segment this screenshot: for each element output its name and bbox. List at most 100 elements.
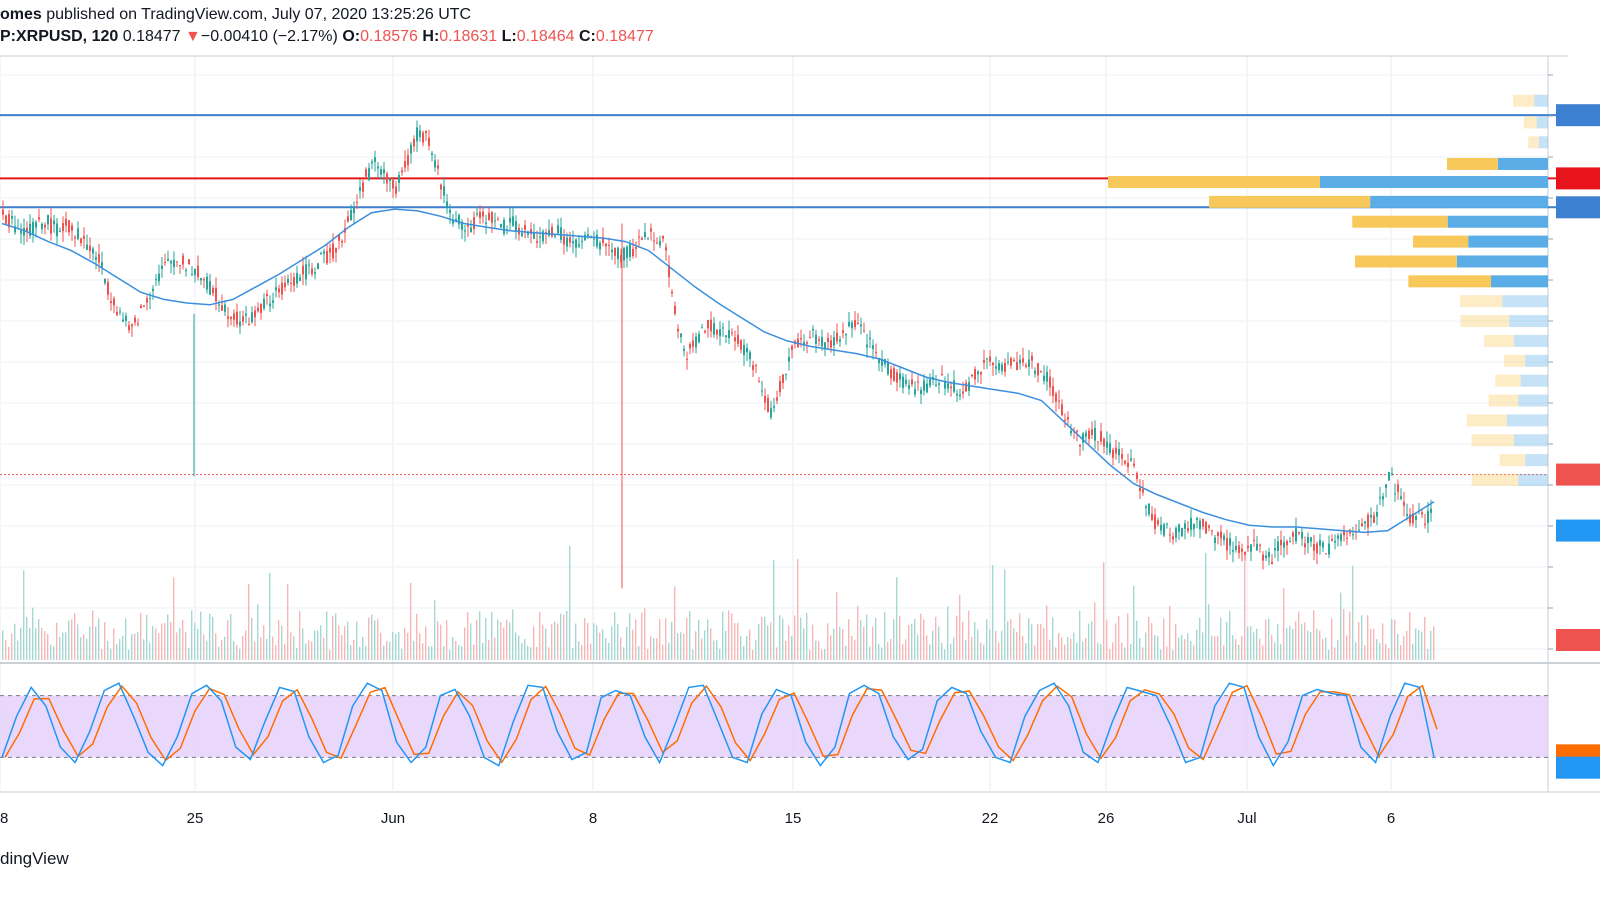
volume-bar — [890, 639, 892, 660]
candle-body — [128, 325, 130, 331]
volume-bar — [1025, 643, 1027, 660]
candle-body — [983, 359, 985, 363]
candle-body — [1196, 517, 1198, 520]
volume-bar — [557, 623, 559, 660]
candle-body — [737, 334, 739, 344]
volume-bar — [425, 626, 427, 660]
candle-body — [707, 319, 709, 329]
candle-body — [2, 209, 4, 215]
volume-bar — [1169, 605, 1171, 660]
candle-body — [1049, 376, 1051, 388]
volume-bar — [983, 644, 985, 660]
candle-body — [872, 345, 874, 349]
stochastic-k-line — [1, 682, 1435, 768]
volume-bar — [1328, 649, 1330, 660]
candle-body — [203, 279, 205, 281]
candle-body — [137, 323, 139, 325]
candle-body — [1085, 432, 1087, 437]
candle-body — [1238, 545, 1240, 553]
volume-bar — [1238, 644, 1240, 660]
volume-bar — [1319, 630, 1321, 660]
candle-body — [560, 227, 562, 240]
volume-bar — [1193, 645, 1195, 660]
candle-body — [5, 215, 7, 224]
candle-body — [143, 305, 145, 307]
volume-bar — [935, 616, 937, 660]
candle-body — [1319, 540, 1321, 546]
volume-bar — [347, 621, 349, 660]
volume-bar — [872, 626, 874, 660]
candle-body — [929, 379, 931, 386]
volume-bar — [746, 635, 748, 660]
volume-bar — [638, 646, 640, 660]
volume-bar — [1205, 552, 1207, 660]
volume-bar — [1184, 639, 1186, 660]
candle-body — [149, 297, 151, 299]
level-marker — [1556, 167, 1600, 190]
candle-body — [242, 316, 244, 322]
volume-bar — [1235, 638, 1237, 660]
volume-bar — [1373, 628, 1375, 660]
candle-body — [647, 238, 649, 240]
candle-body — [353, 208, 355, 214]
candle-body — [491, 212, 493, 223]
candle-body — [809, 337, 811, 339]
volume-bar — [1409, 612, 1411, 660]
symbol-label[interactable]: P:XRPUSD, 120 — [0, 28, 119, 45]
candle-body — [1430, 508, 1432, 513]
candle-body — [1127, 462, 1129, 468]
volume-bar — [1286, 628, 1288, 660]
volume-bar — [542, 624, 544, 660]
volume-bar — [1007, 621, 1009, 660]
candle-body — [1205, 521, 1207, 534]
volume-bar — [353, 639, 355, 660]
volume-profile-up — [1499, 454, 1526, 467]
volume-bar — [593, 623, 595, 660]
volume-bar — [881, 647, 883, 660]
candle-body — [845, 334, 847, 336]
volume-bar — [1313, 610, 1315, 660]
candle-body — [206, 276, 208, 290]
volume-bar — [431, 646, 433, 660]
candle-body — [734, 337, 736, 342]
volume-bar — [83, 634, 85, 660]
volume-bar — [1190, 640, 1192, 660]
candle-body — [764, 395, 766, 403]
candle-body — [338, 234, 340, 241]
volume-bar — [140, 612, 142, 660]
candle-body — [374, 157, 376, 162]
candle-body — [836, 332, 838, 342]
volume-bar — [812, 624, 814, 660]
candle-body — [1322, 542, 1324, 548]
volume-bar — [1343, 608, 1345, 660]
volume-profile-up — [1446, 157, 1498, 170]
volume-bar — [656, 638, 658, 660]
volume-bar — [278, 620, 280, 660]
volume-profile-up — [1413, 235, 1469, 248]
volume-bar — [38, 619, 40, 660]
candle-body — [326, 251, 328, 264]
candle-body — [224, 304, 226, 312]
candle-body — [1046, 371, 1048, 382]
candle-body — [875, 352, 877, 354]
volume-bar — [1292, 628, 1294, 660]
volume-bar — [1376, 639, 1378, 660]
volume-bar — [59, 637, 61, 660]
candle-body — [1262, 554, 1264, 561]
candle-body — [263, 298, 265, 309]
candle-body — [38, 217, 40, 220]
volume-bar — [1295, 621, 1297, 660]
volume-bar — [596, 625, 598, 660]
candle-body — [782, 374, 784, 383]
candle-body — [1058, 400, 1060, 402]
candle-body — [1151, 513, 1153, 520]
volume-bar — [329, 649, 331, 660]
candle-body — [854, 320, 856, 328]
volume-bar — [737, 622, 739, 660]
volume-bar — [155, 628, 157, 660]
candle-body — [962, 391, 964, 394]
candle-body — [1265, 555, 1267, 559]
volume-profile-up — [1460, 295, 1503, 308]
candle-body — [974, 369, 976, 380]
